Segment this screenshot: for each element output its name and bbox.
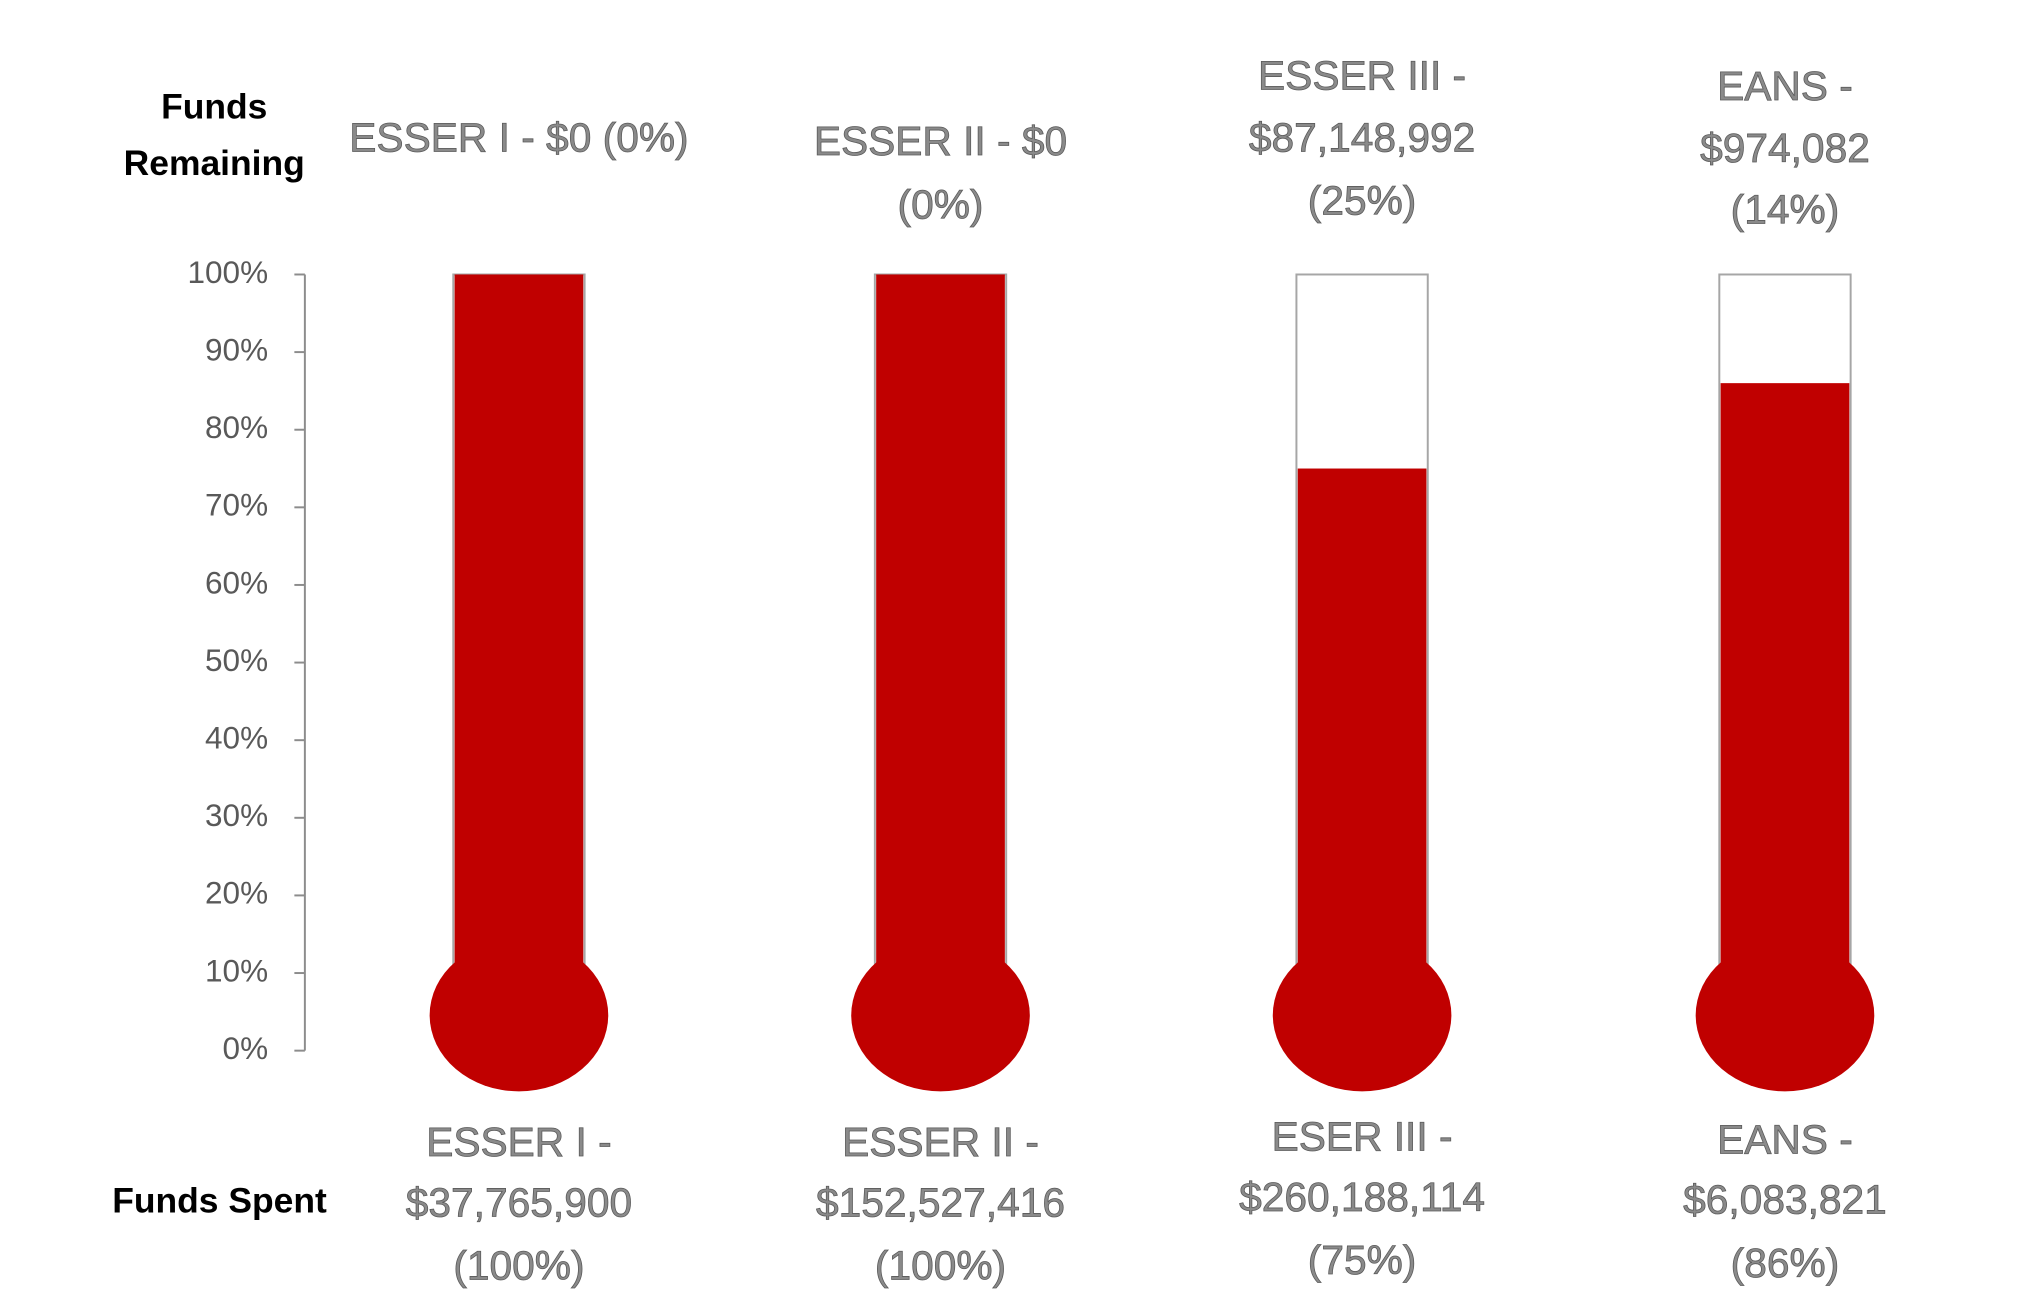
remaining-label: $87,148,992 [1249, 114, 1475, 160]
y-tick-label: 60% [205, 564, 268, 600]
remaining-label: (14%) [1731, 187, 1840, 233]
y-tick-label: 50% [205, 642, 268, 678]
remaining-heading: Funds [161, 86, 267, 126]
spent-label: ESSER I - [426, 1119, 611, 1165]
y-tick-label: 80% [205, 409, 268, 445]
spent-label: ESER III - [1272, 1114, 1453, 1160]
spent-label: (86%) [1731, 1240, 1840, 1286]
remaining-label: $974,082 [1700, 125, 1870, 171]
y-tick-label: 10% [205, 952, 268, 988]
remaining-label: ESSER I - $0 (0%) [349, 114, 688, 160]
spent-label: (100%) [875, 1242, 1006, 1288]
bulb [429, 939, 609, 1092]
y-tick-label: 70% [205, 487, 268, 523]
y-tick-label: 30% [205, 797, 268, 833]
spent-label: (75%) [1308, 1237, 1417, 1283]
spent-label: EANS - [1717, 1116, 1853, 1162]
spent-label: $152,527,416 [816, 1179, 1065, 1225]
bulb [851, 939, 1030, 1092]
tube-fill [454, 274, 584, 985]
remaining-label: ESSER III - [1258, 53, 1466, 99]
tube-fill [1297, 468, 1427, 985]
remaining-label: ESSER II - $0 [814, 118, 1067, 164]
tube-fill [1720, 383, 1850, 985]
spent-label: ESSER II - [842, 1119, 1039, 1165]
bulb [1272, 939, 1452, 1092]
remaining-label: (0%) [898, 181, 984, 227]
remaining-heading: Remaining [124, 143, 305, 183]
bulb [1695, 939, 1875, 1092]
remaining-label: (25%) [1308, 177, 1417, 223]
y-tick-label: 40% [205, 720, 268, 756]
spent-label: (100%) [453, 1242, 584, 1288]
spent-heading: Funds Spent [112, 1180, 327, 1220]
spent-label: $37,765,900 [406, 1179, 632, 1225]
y-tick-label: 20% [205, 875, 268, 911]
spent-label: $260,188,114 [1239, 1174, 1485, 1220]
y-tick-label: 100% [188, 254, 269, 290]
spent-label: $6,083,821 [1683, 1177, 1887, 1223]
y-tick-label: 90% [205, 331, 268, 367]
y-tick-label: 0% [223, 1030, 269, 1066]
tube-fill [876, 274, 1005, 985]
remaining-label: EANS - [1717, 63, 1853, 109]
